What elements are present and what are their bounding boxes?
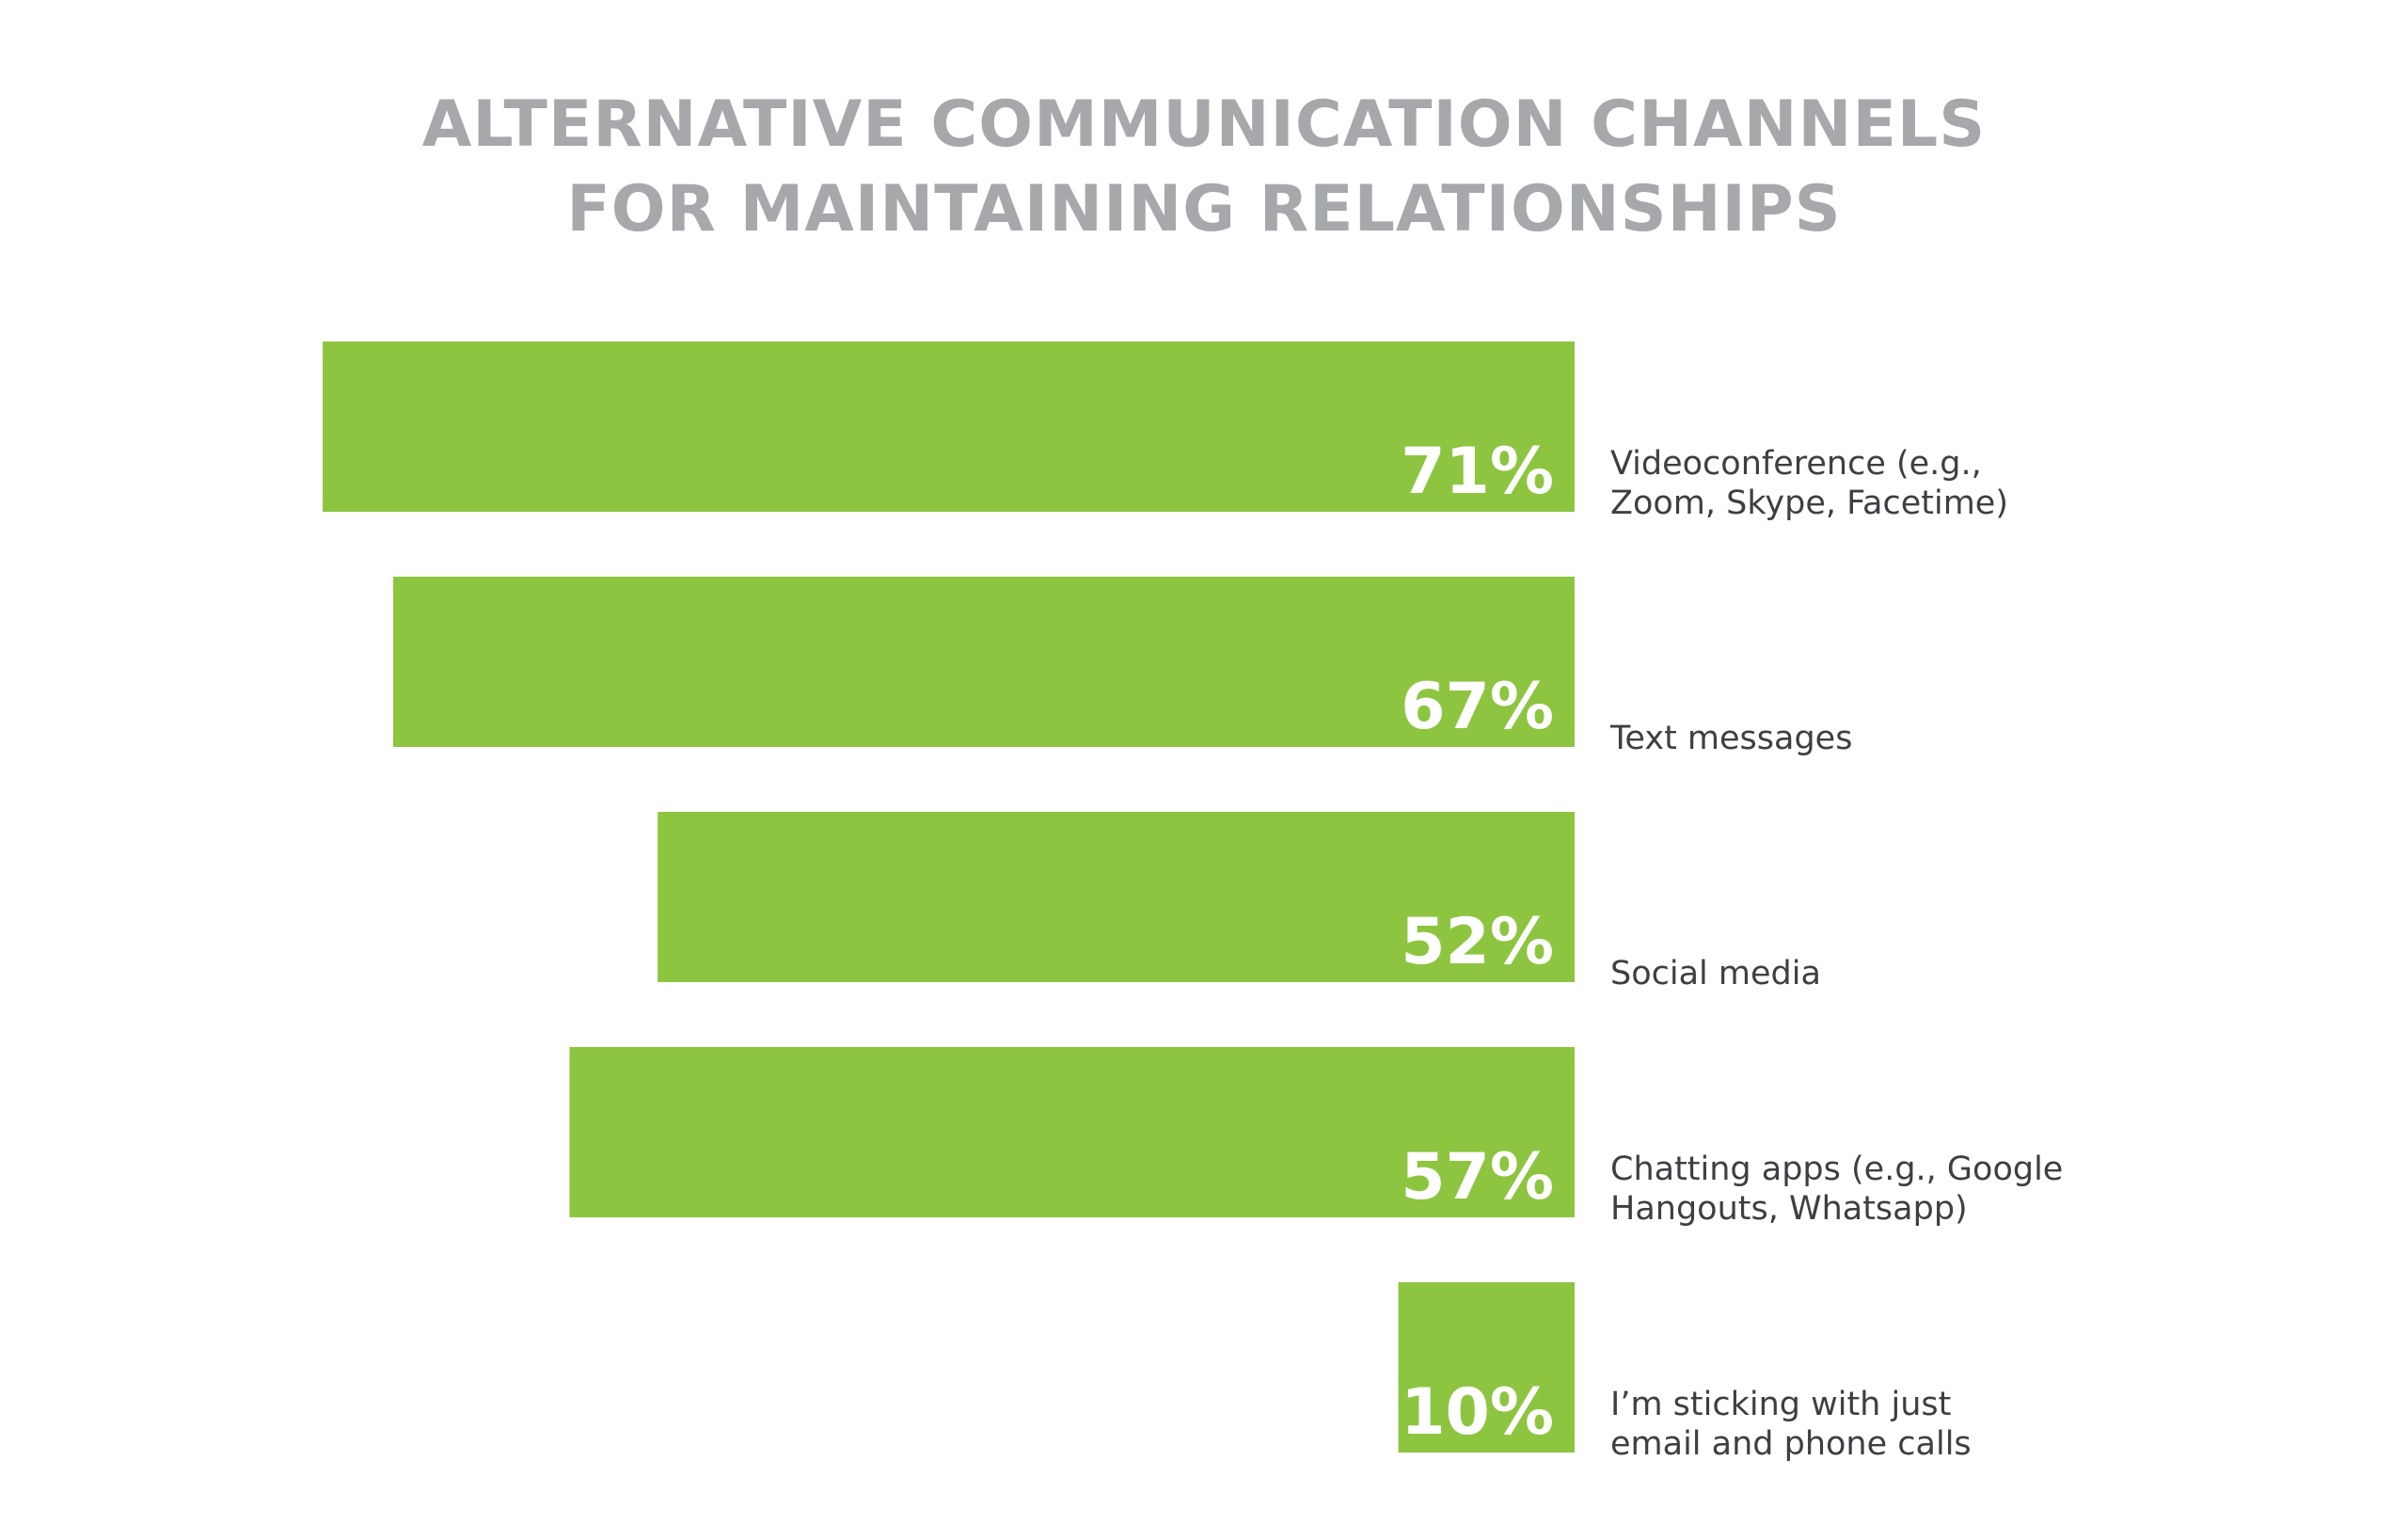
chart-title-line-2: FOR MAINTAINING RELATIONSHIPS — [566, 172, 1842, 246]
bar-value-label-5: 10% — [1401, 1375, 1554, 1450]
bar-value-label-3: 52% — [1401, 905, 1554, 979]
chart-title: ALTERNATIVE COMMUNICATION CHANNELS FOR M… — [0, 83, 2408, 252]
category-label-4-line-2: Hangouts, Whatsapp) — [1610, 1190, 1968, 1228]
category-label-2-line-1: Text messages — [1609, 720, 1852, 757]
category-label-5-line-1: I’m sticking with just — [1610, 1386, 1951, 1423]
chart-title-line-1: ALTERNATIVE COMMUNICATION CHANNELS — [421, 87, 1987, 162]
bar-value-label-1: 71% — [1401, 435, 1554, 509]
bar-value-label-2: 67% — [1401, 670, 1554, 744]
category-label-1-line-2: Zoom, Skype, Facetime) — [1610, 484, 2008, 522]
category-labels-group: Videoconference (e.g.,Zoom, Skype, Facet… — [1609, 445, 2063, 1463]
bar-1 — [323, 341, 1575, 512]
bar-4 — [569, 1047, 1575, 1217]
bar-value-label-4: 57% — [1401, 1140, 1554, 1215]
bar-5 — [1398, 1282, 1575, 1453]
category-label-4-line-1: Chatting apps (e.g., Google — [1610, 1151, 2063, 1188]
bar-2 — [392, 577, 1576, 747]
bars-group: 71% 67% 52% 57% 10% — [323, 341, 1576, 1453]
category-label-1-line-1: Videoconference (e.g., — [1610, 445, 1982, 483]
category-label-5-line-2: email and phone calls — [1610, 1425, 1972, 1463]
bar-3 — [657, 812, 1575, 982]
category-label-3-line-1: Social media — [1610, 955, 1821, 992]
